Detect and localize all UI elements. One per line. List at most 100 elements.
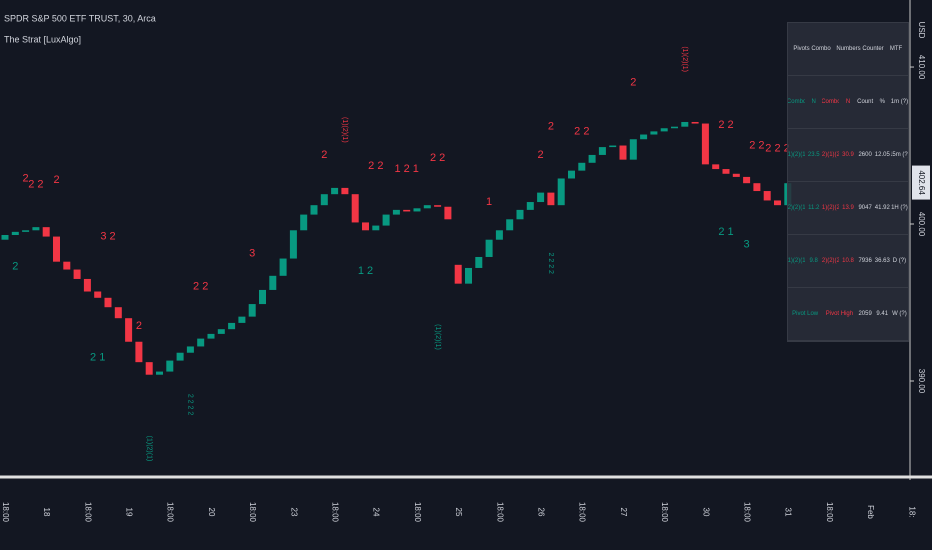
annotation: 2 2 2 bbox=[765, 143, 789, 155]
table-cell: % bbox=[879, 99, 885, 105]
table-cell: 1H (?) bbox=[891, 205, 908, 211]
candle-body bbox=[269, 275, 277, 290]
candle-body bbox=[331, 187, 339, 195]
x-tick-label: 18 bbox=[42, 508, 51, 517]
y-tick-label: 390.00 bbox=[917, 369, 926, 394]
candle-body bbox=[32, 227, 40, 231]
candle-body bbox=[485, 239, 493, 257]
candle-body bbox=[186, 346, 194, 353]
candle-body bbox=[763, 191, 771, 201]
annotation: 3 2 bbox=[100, 230, 115, 242]
table-row: Pivot Low Pivot High 2059 9.41 W (?) bbox=[788, 288, 908, 341]
candle-body bbox=[423, 205, 431, 209]
candle-body bbox=[743, 176, 751, 184]
candle-body bbox=[63, 261, 71, 270]
candle-body bbox=[609, 145, 617, 148]
annotation: 2 1 bbox=[90, 351, 105, 363]
table-cell: 13.9 bbox=[842, 205, 854, 211]
table-cell: 11.2 bbox=[808, 205, 820, 211]
annotation: 1 2 bbox=[358, 265, 373, 277]
candle-body bbox=[217, 329, 225, 334]
candle-body bbox=[351, 194, 359, 223]
candle-body bbox=[495, 230, 503, 240]
candle-body bbox=[691, 121, 699, 124]
table-cell: Combo bbox=[788, 99, 806, 105]
x-tick-label: 18:00 bbox=[1, 502, 10, 523]
candle-body bbox=[248, 304, 256, 317]
table-cell: (2)(1)(2) bbox=[822, 152, 840, 158]
table-cell: (2)(2)(1) bbox=[788, 205, 806, 211]
x-tick-label: 18:00 bbox=[578, 502, 587, 523]
x-tick-label: Feb bbox=[866, 505, 875, 519]
table-cell: 30.9 bbox=[842, 152, 854, 158]
candle-body bbox=[444, 206, 452, 220]
candle-body bbox=[382, 214, 390, 226]
table-cell: 12.05 bbox=[874, 152, 890, 158]
table-cell: 9047 bbox=[858, 205, 872, 211]
x-tick-label: 18: bbox=[907, 506, 916, 517]
candle-body bbox=[588, 154, 596, 163]
x-tick-label: 31 bbox=[784, 508, 793, 517]
candle-body bbox=[722, 169, 730, 174]
table-cell: N bbox=[811, 99, 816, 105]
candle-body bbox=[176, 352, 184, 361]
candle-body bbox=[156, 371, 163, 375]
candle-body bbox=[732, 173, 740, 177]
candle-body bbox=[53, 236, 60, 262]
table-cell: Count bbox=[857, 99, 874, 105]
table-cell: 9.41 bbox=[876, 311, 889, 317]
table-cell: (2)(2)(2) bbox=[822, 258, 840, 264]
marks bbox=[1, 121, 792, 375]
candle-body bbox=[310, 205, 318, 215]
annotation: 2 bbox=[136, 320, 142, 332]
table-header-cell: MTF bbox=[889, 46, 903, 52]
x-tick-label: 18:00 bbox=[495, 502, 504, 523]
candle-body bbox=[341, 187, 349, 195]
candle-body bbox=[701, 123, 709, 165]
candle-body bbox=[279, 258, 287, 276]
annotation: 2 bbox=[23, 172, 29, 184]
table-cell: Combo bbox=[822, 99, 840, 105]
candle-body bbox=[465, 267, 472, 284]
table-cell: 10.8 bbox=[842, 258, 854, 264]
table-cell: Pivot Low bbox=[792, 311, 819, 317]
table-cell: (1)(2)(1) bbox=[788, 152, 806, 158]
annotation: 2 bbox=[548, 121, 554, 133]
candle-body bbox=[403, 209, 411, 212]
x-tick-label: 18:00 bbox=[330, 502, 339, 523]
candle-body bbox=[207, 333, 215, 339]
candle-body bbox=[526, 202, 534, 210]
annotation: (1)(2)(1) bbox=[681, 46, 688, 72]
table-cell: N bbox=[845, 99, 851, 105]
annotation: 2 2 bbox=[749, 139, 764, 151]
annotation: (1)(2)(1) bbox=[145, 436, 152, 462]
x-tick-label: 18:00 bbox=[83, 502, 92, 523]
candle-body bbox=[362, 222, 369, 231]
candle-body bbox=[475, 256, 483, 268]
candle-body bbox=[557, 178, 565, 206]
table-header-cell: Numbers Counter bbox=[836, 46, 884, 52]
candle-body bbox=[753, 183, 761, 192]
candle-body bbox=[640, 134, 648, 140]
x-tick-label: 18:00 bbox=[660, 502, 669, 523]
annotation: 1 bbox=[486, 196, 492, 208]
table-cell: 2059 bbox=[858, 311, 872, 317]
candle-body bbox=[104, 297, 112, 308]
y-tick-label: 400.00 bbox=[917, 212, 926, 237]
annotation: 2 2 bbox=[28, 179, 43, 191]
candle-body bbox=[73, 269, 81, 279]
annotation: 2 bbox=[12, 260, 18, 272]
stats-table: Pivots Combo Numbers Counter MTF Combo N Comb… bbox=[787, 22, 909, 342]
candle-body bbox=[22, 230, 30, 232]
candle-body bbox=[537, 192, 545, 203]
table-cell: 15m (?) bbox=[891, 152, 908, 158]
annotation: 2 1 bbox=[718, 226, 733, 238]
candle-body bbox=[238, 316, 246, 323]
candle-body bbox=[598, 147, 606, 155]
x-tick-label: 25 bbox=[454, 508, 463, 517]
x-tick-label: 19 bbox=[124, 508, 133, 517]
